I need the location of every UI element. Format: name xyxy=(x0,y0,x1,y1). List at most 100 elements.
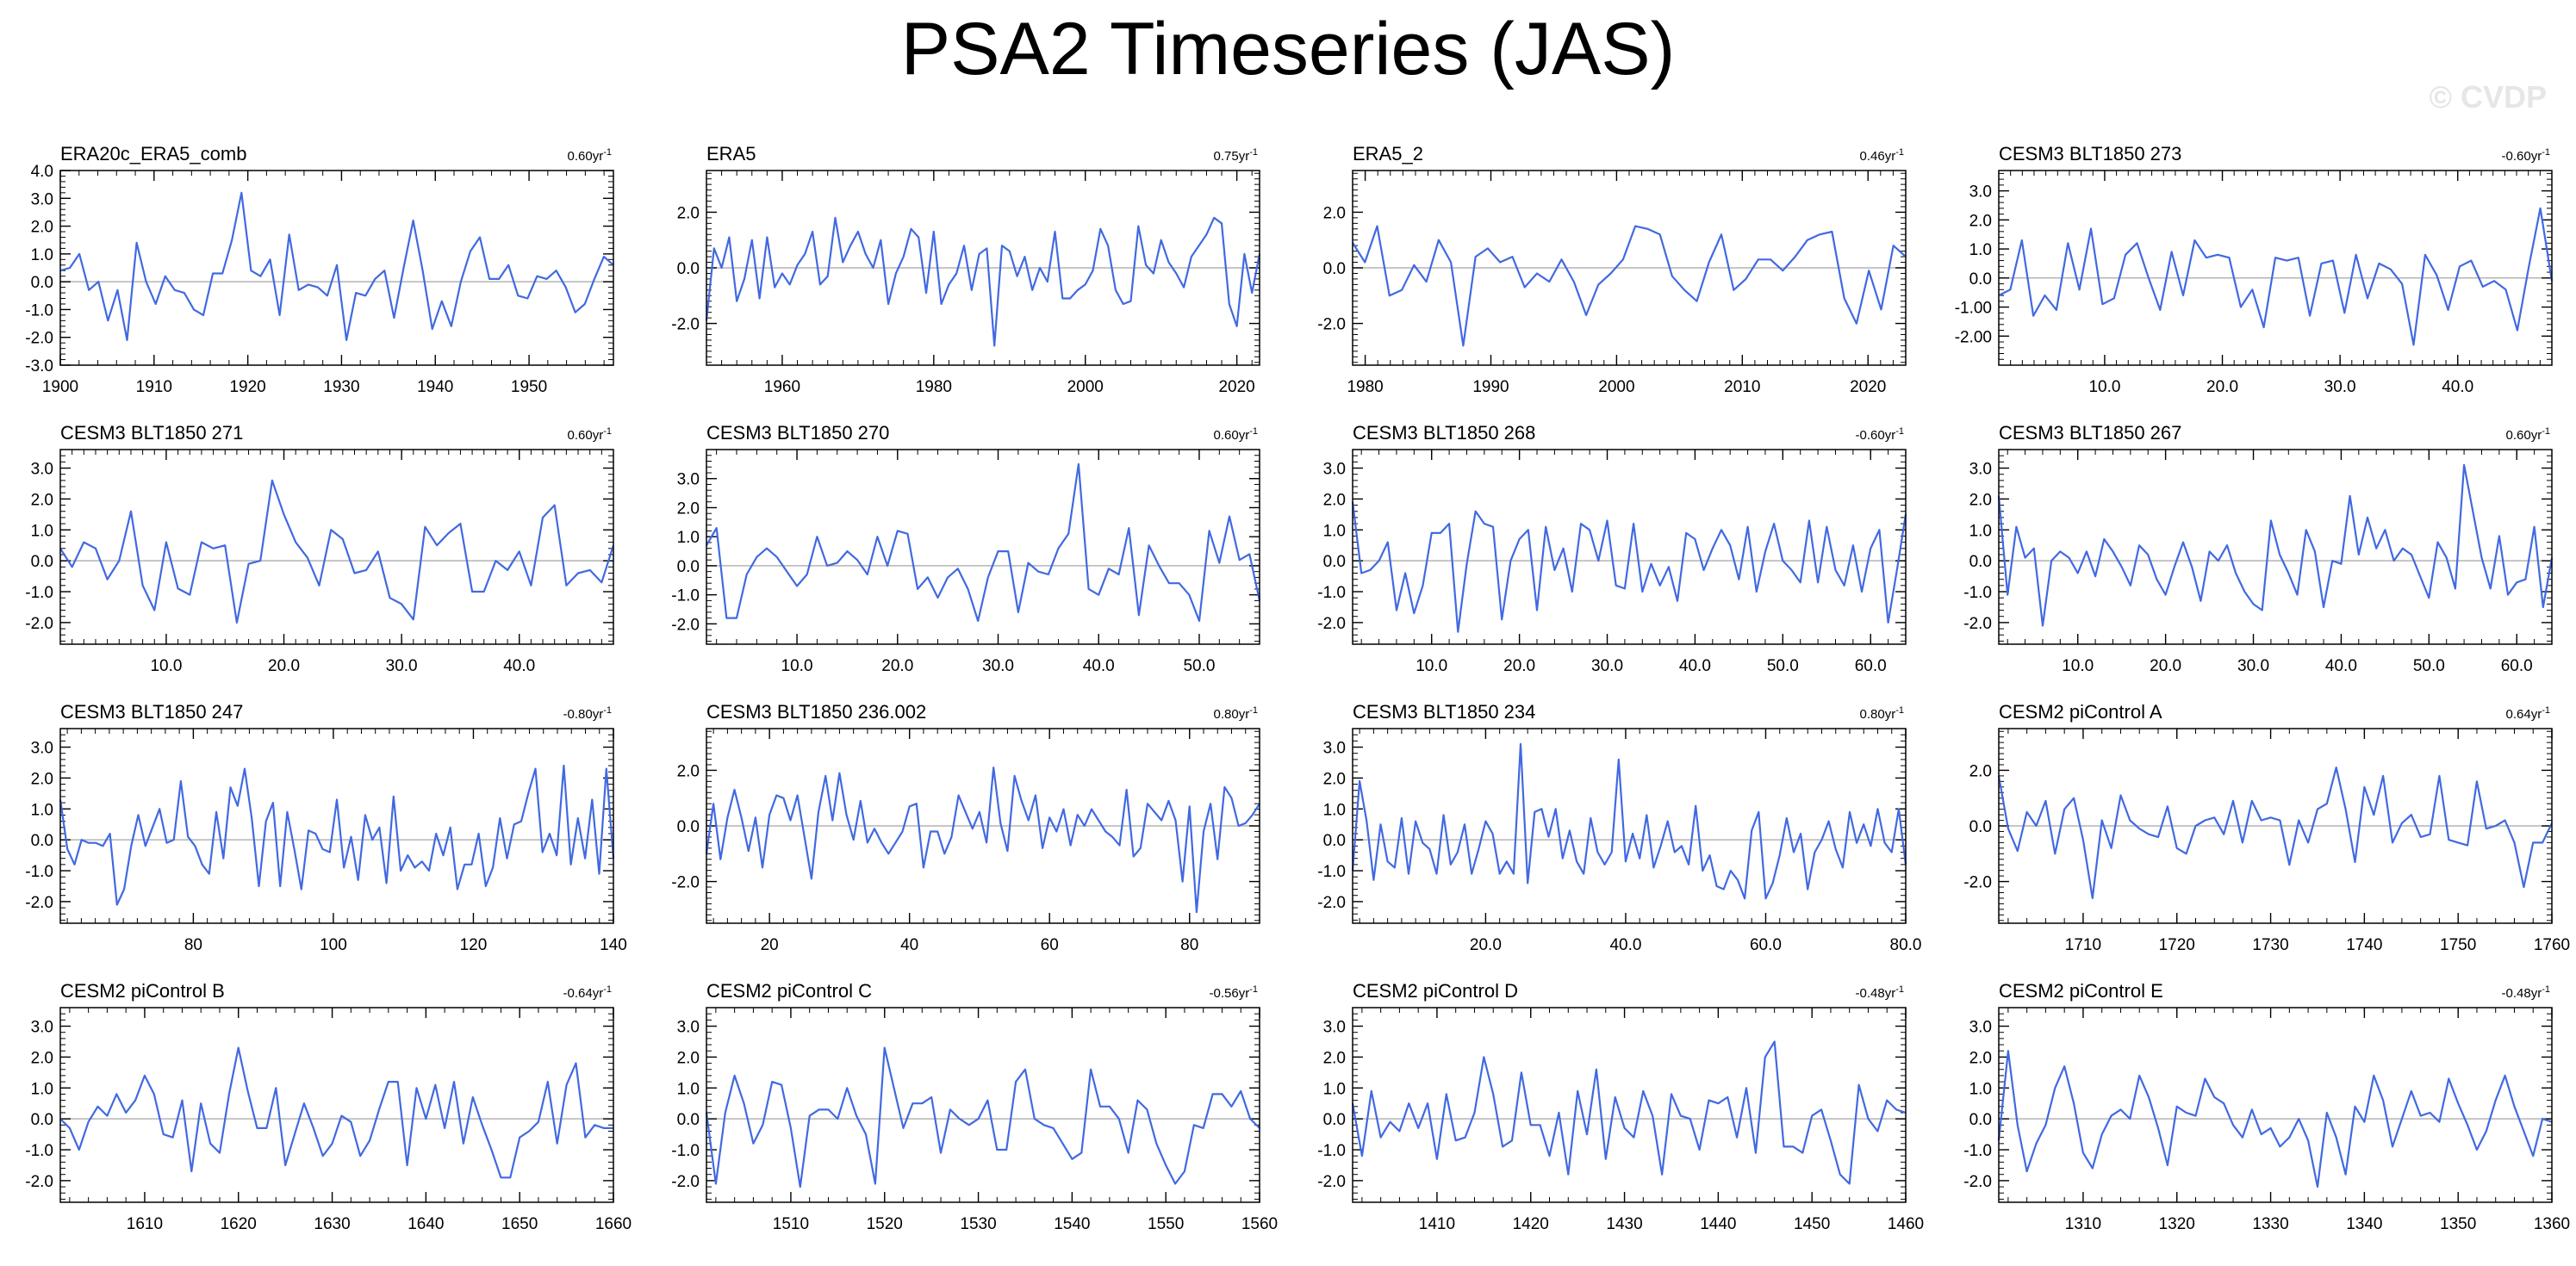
trend-label: 0.64yr-1 xyxy=(2506,705,2550,722)
trend-superscript: -1 xyxy=(603,426,612,437)
trend-superscript: -1 xyxy=(2542,147,2550,158)
y-tick-label: -1.00 xyxy=(1955,300,1992,318)
x-tick-label: 2010 xyxy=(1724,378,1760,396)
plot-frame xyxy=(706,728,1260,924)
y-tick-label: 3.0 xyxy=(31,740,53,758)
x-tick-label: 1930 xyxy=(323,378,359,396)
y-tick-label: 2.0 xyxy=(677,1049,700,1067)
x-tick-label: 1950 xyxy=(511,378,547,396)
trend-label: -0.48yr-1 xyxy=(1856,984,1904,1001)
y-tick-label: -3.0 xyxy=(25,357,53,375)
x-tick-label: 1510 xyxy=(773,1215,809,1233)
series-line xyxy=(1997,766,2553,900)
panel-9: CESM3 BLT1850 247 -0.80yr-1 3.0 2.0 1.0 0.0 -1… xyxy=(25,701,627,954)
trend-label: -0.56yr-1 xyxy=(1210,984,1258,1001)
y-tick-label: 0.0 xyxy=(1969,1111,1992,1129)
panel-1: ERA20c_ERA5_comb 0.60yr-1 4.0 3.0 2.0 1.0 0.0 -… xyxy=(25,143,614,396)
panel-10: CESM3 BLT1850 236.002 0.80yr-1 2.0 0.0 -2.0 2… xyxy=(671,701,1260,954)
y-tick-label: 1.0 xyxy=(1323,522,1346,540)
x-tick-label: 10.0 xyxy=(1416,657,1447,675)
x-tick-label: 1420 xyxy=(1513,1215,1549,1233)
y-tick-label: 0.0 xyxy=(31,553,53,571)
x-tick-label: 20.0 xyxy=(268,657,300,675)
series-line xyxy=(705,216,1261,347)
plot-frame xyxy=(706,1007,1260,1203)
series-line xyxy=(59,479,615,624)
y-tick-label: -1.0 xyxy=(671,587,700,605)
trend-superscript: -1 xyxy=(1249,705,1258,716)
y-tick-label: 1.0 xyxy=(1323,801,1346,819)
y-tick-label: 3.0 xyxy=(31,1019,53,1037)
y-tick-label: -1.0 xyxy=(671,1142,700,1160)
y-tick-label: 2.0 xyxy=(31,219,53,237)
panel-title: ERA5 xyxy=(706,143,756,164)
y-tick-label: -2.0 xyxy=(1963,615,1992,633)
trend-label: -0.80yr-1 xyxy=(563,705,612,722)
x-tick-label: 1360 xyxy=(2534,1215,2570,1233)
trend-superscript: -1 xyxy=(603,147,612,158)
trend-superscript: -1 xyxy=(603,705,612,716)
y-tick-label: -2.0 xyxy=(1317,615,1346,633)
y-tick-label: 3.0 xyxy=(31,190,53,208)
series-line xyxy=(59,1046,613,1179)
x-tick-label: 1630 xyxy=(314,1215,350,1233)
y-tick-label: 3.0 xyxy=(1969,1019,1992,1037)
trend-label: 0.60yr-1 xyxy=(568,426,612,443)
y-tick-label: 0.0 xyxy=(1323,1111,1346,1129)
y-tick-label: 3.0 xyxy=(677,1019,700,1037)
x-tick-label: 80 xyxy=(184,936,202,954)
trend-label: 0.80yr-1 xyxy=(1860,705,1904,722)
x-tick-label: 40.0 xyxy=(1083,657,1115,675)
y-tick-label: -2.00 xyxy=(1955,328,1992,346)
y-tick-label: 2.0 xyxy=(677,762,700,780)
x-tick-label: 1990 xyxy=(1472,378,1509,396)
panel-2: ERA5 0.75yr-1 2.0 0.0 -2.0 1960 1980 2000 2020 xyxy=(671,143,1261,396)
y-tick-label: 0.0 xyxy=(1969,818,1992,836)
x-tick-label: 1460 xyxy=(1888,1215,1924,1233)
x-tick-label: 1660 xyxy=(595,1215,632,1233)
x-tick-label: 1550 xyxy=(1148,1215,1184,1233)
y-tick-label: -2.0 xyxy=(1317,1173,1346,1191)
x-tick-label: 40.0 xyxy=(1679,657,1711,675)
y-tick-label: -1.0 xyxy=(25,301,53,320)
x-tick-label: 40.0 xyxy=(503,657,535,675)
y-tick-label: 2.0 xyxy=(31,491,53,509)
y-tick-label: 3.0 xyxy=(31,461,53,479)
y-tick-label: 2.0 xyxy=(1323,491,1346,509)
x-tick-label: 20.0 xyxy=(881,657,913,675)
y-tick-label: 2.0 xyxy=(677,500,700,518)
x-tick-label: 10.0 xyxy=(150,657,182,675)
series-line xyxy=(59,191,614,341)
y-tick-label: 0.0 xyxy=(1323,260,1346,278)
x-tick-label: 1650 xyxy=(501,1215,538,1233)
trend-superscript: -1 xyxy=(603,984,612,995)
panel-title: CESM2 piControl D xyxy=(1353,980,1518,1002)
panel-title: CESM2 piControl B xyxy=(60,980,225,1002)
x-tick-label: 40 xyxy=(900,936,918,954)
x-tick-label: 2000 xyxy=(1598,378,1634,396)
x-tick-label: 30.0 xyxy=(1591,657,1623,675)
panel-4: CESM3 BLT1850 273 -0.60yr-1 3.0 2.0 1.0 0.0 -1… xyxy=(1955,143,2554,396)
x-tick-label: 50.0 xyxy=(2413,657,2445,675)
series-line xyxy=(1997,463,2554,627)
y-tick-label: 2.0 xyxy=(31,1049,53,1067)
plot-frame xyxy=(59,449,614,645)
x-tick-label: 1910 xyxy=(136,378,172,396)
x-tick-label: 1920 xyxy=(229,378,265,396)
plot-frame xyxy=(59,728,614,924)
y-tick-label: 1.0 xyxy=(1969,522,1992,540)
y-tick-label: 1.0 xyxy=(1969,241,1992,259)
y-tick-label: 0.0 xyxy=(677,558,700,576)
x-tick-label: 1330 xyxy=(2252,1215,2288,1233)
panel-title: CESM3 BLT1850 267 xyxy=(1999,422,2181,444)
x-tick-label: 10.0 xyxy=(2062,657,2094,675)
y-tick-label: -1.0 xyxy=(1317,584,1346,602)
trend-label: 0.80yr-1 xyxy=(1214,705,1258,722)
panel-title: CESM3 BLT1850 271 xyxy=(60,422,243,444)
y-tick-label: 0.0 xyxy=(31,832,53,850)
y-tick-label: -2.0 xyxy=(671,874,700,892)
y-tick-label: 2.0 xyxy=(677,204,700,222)
series-line xyxy=(1351,501,1907,633)
x-tick-label: 1980 xyxy=(1347,378,1383,396)
